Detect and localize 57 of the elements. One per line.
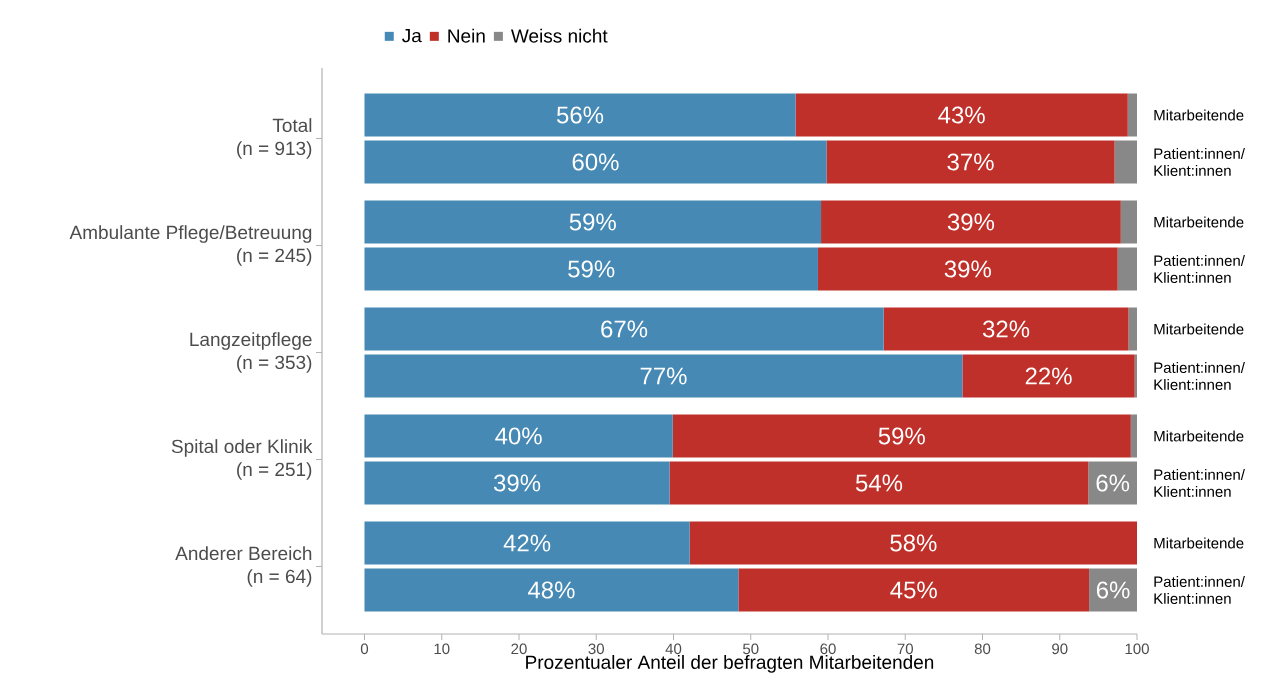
x-tick-label: 30 xyxy=(588,643,604,655)
y-tick-label: Mitarbeitende xyxy=(1154,109,1244,121)
text: (n = 913) xyxy=(237,141,312,159)
y-tick-label: Mitarbeitende xyxy=(1154,430,1244,442)
text: (n = 64) xyxy=(247,569,312,587)
x-tick-label: 10 xyxy=(434,643,450,655)
legend-label: Nein xyxy=(448,28,485,43)
data-label: 56% xyxy=(556,106,604,124)
data-label: 6% xyxy=(1096,581,1130,599)
data-label: 43% xyxy=(938,106,985,124)
data-label: 37% xyxy=(947,153,994,171)
x-tick-label: 90 xyxy=(1052,643,1068,655)
data-label: 39% xyxy=(947,213,995,231)
text: Spital oder Klinik xyxy=(171,439,313,457)
data-label: 59% xyxy=(878,427,925,445)
y-tick-label: Mitarbeitende xyxy=(1154,537,1244,549)
data-label: 54% xyxy=(855,474,903,492)
legend-label: Ja xyxy=(402,29,422,43)
data-label: 58% xyxy=(890,534,937,552)
text: Ambulante Pflege/Betreuung xyxy=(69,225,312,243)
text: (n = 353) xyxy=(237,355,312,373)
text: Anderer Bereich xyxy=(175,546,312,561)
data-label: 45% xyxy=(890,581,937,599)
data-label: 77% xyxy=(640,367,687,385)
text: (n = 251) xyxy=(237,462,312,480)
data-label: 39% xyxy=(944,260,991,278)
data-label: 32% xyxy=(982,320,1030,338)
x-tick-label: 20 xyxy=(511,643,527,655)
x-tick-label: 70 xyxy=(897,643,913,655)
text: Total xyxy=(272,118,312,133)
legend-label: Weiss nicht xyxy=(510,28,608,43)
x-tick-label: 60 xyxy=(820,643,836,655)
data-label: 67% xyxy=(601,320,648,338)
y-tick-label: Mitarbeitende xyxy=(1154,216,1244,228)
y-tick-label: Patient:innen/ Klient:innen xyxy=(1154,575,1245,604)
data-label: 22% xyxy=(1025,367,1072,385)
y-tick-label: Mitarbeitende xyxy=(1154,323,1244,335)
x-tick-label: 0 xyxy=(360,643,369,655)
x-tick-label: 50 xyxy=(743,643,759,655)
data-label: 42% xyxy=(503,534,551,552)
y-tick-label: Patient:innen/ Klient:innen xyxy=(1154,468,1245,497)
x-tick-label: 80 xyxy=(974,643,991,655)
text: (n = 245) xyxy=(237,248,312,266)
data-label: 39% xyxy=(493,474,541,492)
data-label: 59% xyxy=(568,260,615,278)
y-tick-label: Patient:innen/ Klient:innen xyxy=(1154,147,1245,176)
y-tick-label: Patient:innen/ Klient:innen xyxy=(1154,361,1245,390)
data-label: 59% xyxy=(569,213,616,231)
x-axis-title: Prozentualer Anteil der befragten Mitarbeitenden xyxy=(526,655,934,673)
text: Langzeitpflege xyxy=(190,332,312,350)
x-tick-label: 40 xyxy=(665,643,682,655)
data-label: 48% xyxy=(527,581,575,599)
x-tick-label: 100 xyxy=(1125,643,1149,655)
y-tick-label: Patient:innen/ Klient:innen xyxy=(1154,254,1245,283)
data-label: 6% xyxy=(1096,474,1130,492)
data-label: 40% xyxy=(495,427,542,445)
data-label: 60% xyxy=(572,153,619,171)
